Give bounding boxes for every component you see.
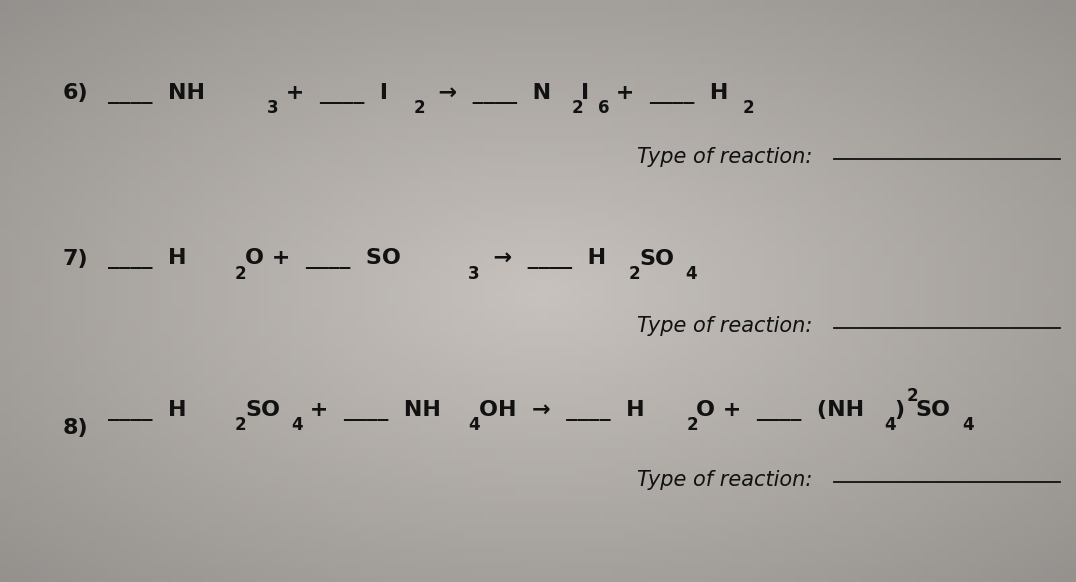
Text: 2: 2 xyxy=(628,265,640,282)
Text: SO: SO xyxy=(245,400,281,420)
Text: 2: 2 xyxy=(742,99,754,116)
Text: ____  H: ____ H xyxy=(108,249,186,269)
Text: 4: 4 xyxy=(962,416,974,434)
Text: →  ____  N: → ____ N xyxy=(423,83,551,104)
Text: 4: 4 xyxy=(685,265,697,282)
Text: ): ) xyxy=(894,400,904,420)
Text: 8): 8) xyxy=(62,418,88,438)
Text: 2: 2 xyxy=(686,416,698,434)
Text: Type of reaction:: Type of reaction: xyxy=(637,316,812,336)
Text: ____  H: ____ H xyxy=(108,400,186,421)
Text: 2: 2 xyxy=(571,99,583,116)
Text: SO: SO xyxy=(639,249,675,269)
Text: →  ____  H: → ____ H xyxy=(478,249,606,269)
Text: 2: 2 xyxy=(235,265,246,282)
Text: 3: 3 xyxy=(468,265,480,282)
Text: Type of reaction:: Type of reaction: xyxy=(637,470,812,490)
Text: O +  ____  (NH: O + ____ (NH xyxy=(696,400,864,421)
Text: 2: 2 xyxy=(907,387,919,404)
Text: 6: 6 xyxy=(598,99,610,116)
Text: 4: 4 xyxy=(468,416,480,434)
Text: +  ____  NH: + ____ NH xyxy=(302,400,441,421)
Text: 7): 7) xyxy=(62,249,88,269)
Text: 3: 3 xyxy=(267,99,279,116)
Text: SO: SO xyxy=(916,400,951,420)
Text: ____  NH: ____ NH xyxy=(108,83,204,104)
Text: 2: 2 xyxy=(235,416,246,434)
Text: OH  →  ____  H: OH → ____ H xyxy=(479,400,645,421)
Text: 6): 6) xyxy=(62,83,88,103)
Text: 4: 4 xyxy=(292,416,303,434)
Text: +  ____  H: + ____ H xyxy=(608,83,728,104)
Text: 4: 4 xyxy=(884,416,896,434)
Text: O +  ____  SO: O + ____ SO xyxy=(245,249,401,269)
Text: Type of reaction:: Type of reaction: xyxy=(637,147,812,167)
Text: 2: 2 xyxy=(413,99,425,116)
Text: +  ____  I: + ____ I xyxy=(278,83,387,104)
Text: I: I xyxy=(581,83,590,103)
